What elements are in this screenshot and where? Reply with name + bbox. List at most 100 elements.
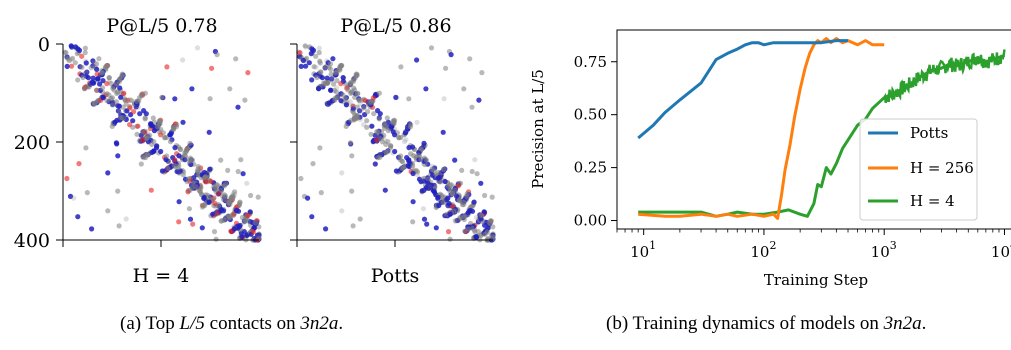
contact-point (406, 96, 412, 102)
contact-point (462, 228, 468, 234)
contact-point (471, 199, 477, 205)
legend: Potts H = 256 H = 4 (859, 118, 978, 221)
contact-point (461, 86, 467, 92)
contact-point (245, 212, 251, 219)
contact-point (121, 90, 127, 96)
contact-point (109, 102, 115, 108)
contact-point (328, 87, 334, 93)
contact-point (148, 187, 154, 193)
map-left-ytick-label-0: 0 (38, 34, 50, 56)
contact-point (142, 90, 148, 96)
contact-point (218, 218, 224, 224)
contact-point (442, 178, 448, 185)
contact-point (186, 206, 192, 212)
contact-point (116, 103, 122, 109)
x-tick-exp-2: 3 (890, 239, 897, 252)
contact-point (226, 214, 233, 220)
contact-point (83, 60, 89, 66)
contact-point (302, 43, 308, 49)
contact-point (309, 214, 315, 220)
contact-point (85, 75, 91, 81)
contact-point (150, 115, 156, 121)
contact-point (84, 190, 90, 196)
contact-point (106, 92, 112, 98)
contact-point (100, 85, 106, 91)
contact-point (67, 193, 74, 199)
contact-point (100, 95, 106, 101)
contact-point (347, 140, 353, 146)
contact-point (460, 214, 467, 220)
contact-point (238, 157, 244, 163)
x-ticks: 101102103104 (616, 229, 1011, 261)
contact-point (135, 123, 141, 129)
contact-point (76, 161, 82, 167)
contact-point (64, 175, 70, 182)
contact-point (116, 109, 123, 115)
contact-point (340, 75, 346, 81)
contact-point (66, 57, 72, 64)
map-right-title: P@L/5 0.86 (340, 15, 451, 37)
contact-point (232, 189, 238, 195)
contact-point (175, 165, 181, 171)
contact-point (187, 140, 193, 146)
contact-point (469, 104, 475, 110)
contact-point (350, 103, 356, 109)
contact-point (398, 134, 404, 141)
contact-point (117, 115, 123, 121)
contact-point (235, 104, 241, 110)
contact-point (247, 209, 253, 215)
contact-point (317, 69, 323, 75)
contact-point (423, 86, 429, 92)
caption-a-italic: 3n2a (300, 313, 339, 334)
contact-point (305, 195, 311, 201)
contact-point (173, 124, 180, 130)
contact-map-left: P@L/5 0.78 0 200 400 H = 4 (14, 15, 262, 287)
contact-point (93, 61, 100, 67)
contact-point (420, 206, 426, 212)
contact-point (414, 57, 420, 63)
contact-point (106, 75, 112, 81)
contact-point (310, 47, 317, 54)
contact-point (334, 95, 340, 101)
contact-point (148, 121, 154, 127)
contact-point (245, 70, 251, 76)
contact-point (329, 76, 335, 82)
contact-point (392, 148, 398, 155)
contact-point (88, 64, 94, 70)
contact-point (95, 76, 101, 82)
contact-point (221, 183, 228, 189)
line-series-group (637, 37, 1006, 220)
contact-point (141, 108, 147, 114)
contact-point (104, 98, 110, 104)
contact-point (355, 90, 361, 96)
map-left-points (62, 43, 262, 243)
contact-point (90, 75, 96, 81)
contact-point (467, 207, 473, 214)
contact-point (208, 178, 214, 185)
x-axis-label: Training Step (764, 271, 868, 289)
contact-point (362, 97, 368, 104)
contact-point (250, 229, 256, 235)
contact-point (164, 64, 170, 70)
contact-point (364, 118, 370, 124)
contact-point (213, 236, 219, 242)
contact-point (71, 195, 77, 201)
contact-point (349, 153, 355, 159)
contact-point (156, 120, 162, 127)
contact-point (437, 174, 443, 180)
contact-point (392, 132, 398, 138)
legend-label-h4: H = 4 (910, 192, 955, 210)
contact-point (443, 65, 449, 71)
caption-b-italic: 3n2a (883, 313, 922, 334)
contact-point (435, 194, 441, 200)
contact-point (218, 157, 224, 163)
contact-point (83, 69, 89, 75)
contact-point (479, 212, 485, 219)
contact-point (139, 137, 146, 143)
contact-point (331, 81, 337, 87)
contact-point (233, 56, 239, 62)
contact-point (194, 45, 201, 51)
contact-point (134, 98, 140, 104)
contact-point (455, 217, 461, 223)
contact-point (428, 182, 434, 188)
